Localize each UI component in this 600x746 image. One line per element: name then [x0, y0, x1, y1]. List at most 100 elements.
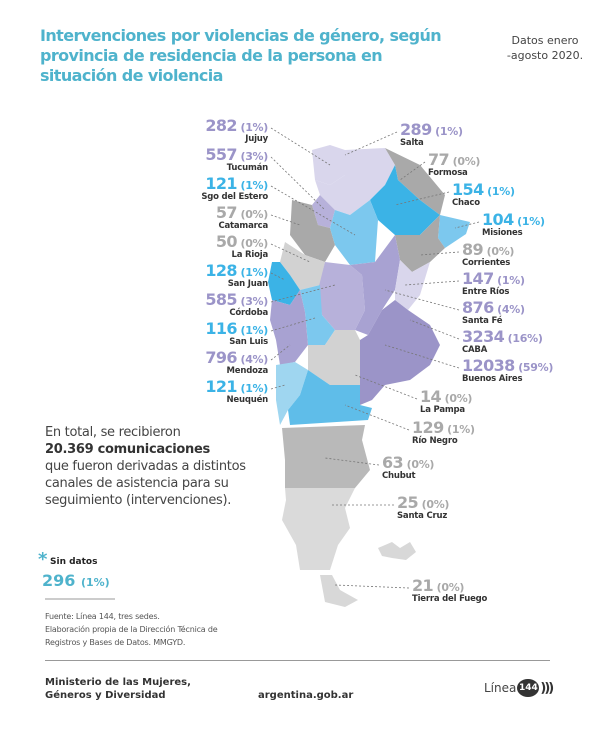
province-pct: (1%)	[443, 423, 475, 436]
province-name: Córdoba	[229, 308, 268, 318]
region-cordoba	[318, 262, 365, 330]
logo-badge: 144	[517, 679, 540, 697]
summary-rest: que fueron derivadas a distintos canales…	[45, 459, 246, 508]
leader-line-formosa	[399, 161, 426, 181]
province-value: 585	[205, 290, 237, 309]
province-value: 282	[205, 116, 237, 135]
region-mendoza	[270, 290, 308, 365]
province-pct: (3%)	[236, 150, 268, 163]
leader-line-salta	[344, 131, 398, 156]
date-line-2: -agosto 2020.	[506, 49, 584, 62]
leader-lines	[270, 127, 480, 589]
province-label-formosa: 77 (0%) Formosa	[428, 152, 480, 178]
province-pct: (1%)	[236, 382, 268, 395]
province-value: 14	[420, 387, 442, 406]
province-name: Catamarca	[218, 221, 268, 231]
province-name: CABA	[462, 345, 488, 355]
province-label-la-rioja: 50 (0%) La Rioja	[216, 234, 268, 260]
province-name: Chubut	[382, 471, 416, 481]
province-name: Tierra del Fuego	[412, 594, 488, 604]
region-formosa	[385, 148, 445, 215]
region-jujuy	[312, 145, 345, 185]
ministry-line-2: Géneros y Diversidad	[45, 690, 166, 701]
province-pct: (3%)	[236, 295, 268, 308]
logo-text: Línea	[484, 681, 517, 695]
province-value: 557	[205, 145, 237, 164]
province-name: Santa Fé	[462, 316, 503, 326]
site-link[interactable]: argentina.gob.ar	[258, 690, 354, 701]
province-value: 77	[428, 150, 450, 169]
province-value: 63	[382, 453, 404, 472]
no-data-count: 296	[42, 571, 76, 590]
province-pct: (0%)	[418, 498, 450, 511]
region-malvinas	[378, 542, 416, 560]
leader-line-entre-rios	[404, 280, 460, 286]
province-value: 147	[462, 269, 494, 288]
region-chubut	[282, 425, 370, 488]
region-misiones	[438, 215, 470, 248]
province-name: San Juan	[227, 279, 268, 289]
province-pct: (1%)	[513, 215, 545, 228]
province-label-san-luis: 116 (1%) San Luis	[205, 321, 268, 347]
province-label-catamarca: 57 (0%) Catamarca	[216, 205, 268, 231]
province-name: Chaco	[452, 198, 480, 208]
leader-line-chaco	[394, 191, 450, 206]
chart-title: Intervenciones por violencias de género,…	[40, 26, 442, 85]
region-catamarca	[290, 200, 335, 262]
ministry-name: Ministerio de las Mujeres, Géneros y Div…	[45, 676, 191, 702]
region-santa-cruz	[282, 488, 355, 570]
province-label-santa-fe: 876 (4%) Santa Fé	[462, 300, 525, 326]
province-value: 50	[215, 232, 238, 251]
region-salta	[315, 148, 395, 215]
leader-line-misiones	[454, 221, 480, 229]
province-name: Salta	[400, 138, 424, 148]
region-rio-negro	[288, 370, 372, 425]
summary-total: 20.369 comunicaciones	[45, 442, 210, 457]
province-label-buenos-aires: 12038 (59%) Buenos Aires	[462, 358, 553, 384]
province-pct: (0%)	[236, 237, 268, 250]
province-value: 129	[412, 418, 444, 437]
ministry-line-1: Ministerio de las Mujeres,	[45, 677, 191, 688]
no-data-pct: (1%)	[80, 576, 110, 589]
no-data-label: Sin datos	[50, 557, 98, 567]
province-label-mendoza: 796 (4%) Mendoza	[205, 350, 268, 376]
province-value: 21	[412, 576, 434, 595]
province-pct: (0%)	[483, 245, 515, 258]
province-pct: (4%)	[493, 303, 525, 316]
region-buenos-aires	[360, 300, 440, 405]
leader-line-buenos-aires	[384, 344, 460, 369]
sound-waves-icon: )))	[540, 680, 554, 696]
province-pct: (1%)	[483, 185, 515, 198]
province-label-chaco: 154 (1%) Chaco	[452, 182, 515, 208]
province-label-chubut: 63 (0%) Chubut	[382, 455, 434, 481]
province-value: 289	[400, 120, 432, 139]
province-label-rio-negro: 129 (1%) Río Negro	[412, 420, 475, 446]
province-name: Formosa	[428, 168, 468, 178]
province-value: 25	[397, 493, 419, 512]
source-note: Fuente: Línea 144, tres sedes. Elaboraci…	[45, 610, 275, 649]
date-line-1: Datos enero	[511, 34, 579, 47]
province-label-sgo-del-estero: 121 (1%) Sgo del Estero	[201, 176, 268, 202]
province-label-san-juan: 128 (1%) San Juan	[205, 263, 268, 289]
province-name: Buenos Aires	[462, 374, 523, 384]
province-label-salta: 289 (1%) Salta	[400, 122, 463, 148]
leader-line-mendoza	[270, 344, 291, 361]
province-value: 876	[462, 298, 494, 317]
province-label-tierra-del-fuego: 21 (0%) Tierra del Fuego	[412, 578, 487, 604]
leader-line-chubut	[324, 457, 380, 466]
province-label-tucuman: 557 (3%) Tucumán	[205, 147, 268, 173]
province-name: Sgo del Estero	[201, 192, 268, 202]
region-la-rioja	[280, 242, 325, 290]
province-value: 57	[215, 203, 238, 222]
province-name: San Luis	[229, 337, 268, 347]
province-pct: (1%)	[493, 274, 525, 287]
summary-line-1: En total, se recibieron	[45, 425, 181, 440]
province-name: Misiones	[482, 228, 523, 238]
province-pct: (4%)	[236, 353, 268, 366]
region-santa-fe	[350, 235, 400, 335]
leader-line-la-pampa	[354, 374, 418, 400]
province-name: Santa Cruz	[397, 511, 448, 521]
region-tierra-del-fuego	[320, 575, 358, 607]
region-sgo-estero	[330, 200, 378, 265]
